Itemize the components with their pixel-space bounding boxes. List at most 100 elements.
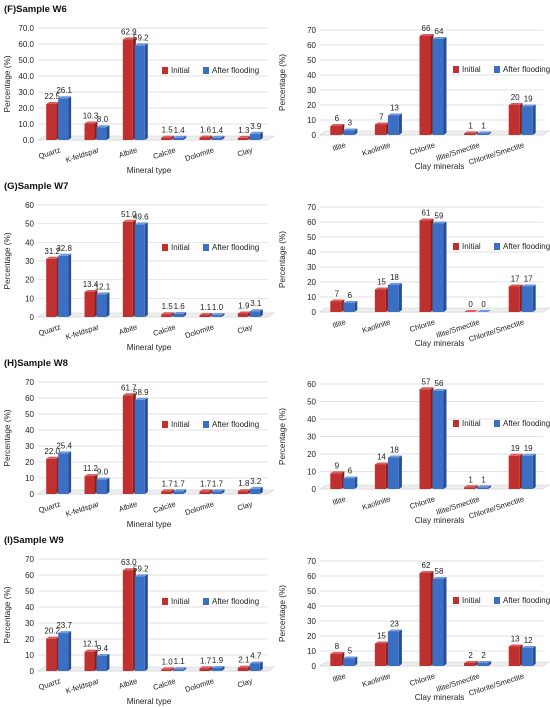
legend-label-after-flooding: After flooding bbox=[503, 242, 550, 251]
x-tick-label: Dolomite bbox=[184, 499, 215, 517]
y-axis-label: Percentage (%) bbox=[3, 232, 12, 289]
bar-after-flooding-top bbox=[249, 131, 263, 134]
bar-after-flooding bbox=[432, 39, 444, 135]
bar-initial-top bbox=[161, 135, 175, 138]
x-tick-label: Calcite bbox=[152, 145, 177, 161]
bar-initial bbox=[330, 473, 342, 489]
bar-after-flooding-top bbox=[343, 656, 358, 659]
y-tick-label: 30 bbox=[25, 619, 34, 628]
bar-after-flooding bbox=[58, 98, 69, 140]
legend-swatch-after-flooding bbox=[203, 244, 209, 251]
bar-after-flooding-side bbox=[532, 453, 536, 489]
x-tick-label: Albite bbox=[118, 322, 139, 336]
bar-after-flooding-side bbox=[106, 477, 110, 494]
bar-after-flooding bbox=[521, 286, 533, 312]
bar-after-flooding-top bbox=[211, 313, 225, 316]
x-tick-label: Albite bbox=[118, 676, 139, 690]
bar-after-flooding-side bbox=[183, 667, 187, 671]
bar-after-flooding-top bbox=[211, 489, 225, 492]
legend-label-after-flooding: After flooding bbox=[503, 419, 550, 428]
bar-after-flooding bbox=[211, 137, 222, 140]
legend-swatch-after-flooding bbox=[494, 597, 500, 604]
y-tick-label: 40.0 bbox=[18, 72, 34, 81]
legend-swatch-initial bbox=[162, 598, 168, 605]
bar-after-flooding-side bbox=[488, 661, 492, 666]
bar-after-flooding-side bbox=[532, 104, 536, 135]
y-tick-label: 50 bbox=[25, 410, 34, 419]
data-label: 51.0 bbox=[121, 210, 137, 219]
y-axis-label: Percentage (%) bbox=[278, 408, 287, 465]
chart-svg: 0 10 20 30 40 50 60 70 Percentage (%) 7 6 Illite 15 1… bbox=[278, 203, 550, 348]
bar-after-flooding bbox=[211, 667, 222, 671]
y-tick-label: 60 bbox=[25, 571, 34, 580]
bar-after-flooding-side bbox=[144, 574, 148, 671]
data-label: 17 bbox=[511, 275, 520, 284]
data-label: 58.9 bbox=[133, 388, 149, 397]
bar-after-flooding-top bbox=[432, 389, 447, 391]
data-label: 6 bbox=[335, 114, 340, 123]
legend-label-initial: Initial bbox=[462, 242, 481, 251]
bar-initial-top bbox=[199, 135, 213, 138]
chart-title: (F)Sample W6 bbox=[4, 4, 67, 15]
bar-initial-side bbox=[475, 485, 479, 489]
bar-after-flooding bbox=[432, 391, 444, 489]
bar-after-flooding-top bbox=[58, 451, 72, 454]
data-label: 56 bbox=[435, 379, 444, 388]
legend-label-after-flooding: After flooding bbox=[503, 596, 550, 605]
bar-after-flooding-side bbox=[398, 113, 402, 135]
bar-after-flooding-side bbox=[259, 486, 263, 494]
bar-after-flooding bbox=[249, 133, 260, 140]
bar-after-flooding-top bbox=[173, 667, 187, 670]
x-tick-label: Albite bbox=[118, 499, 139, 513]
data-label: 26.1 bbox=[56, 86, 72, 95]
y-tick-label: 30 bbox=[307, 433, 316, 442]
data-label: 1.4 bbox=[212, 126, 224, 135]
bar-after-flooding bbox=[96, 294, 107, 317]
bar-initial bbox=[419, 220, 431, 312]
bar-after-flooding bbox=[387, 457, 399, 489]
bar-after-flooding-top bbox=[249, 486, 263, 489]
bar-after-flooding bbox=[249, 311, 260, 317]
bar-initial-top bbox=[419, 34, 434, 36]
bar-after-flooding-side bbox=[106, 292, 110, 317]
y-tick-label: 20.0 bbox=[18, 104, 34, 113]
y-tick-label: 50 bbox=[25, 587, 34, 596]
data-label: 1.7 bbox=[162, 479, 174, 488]
bar-after-flooding bbox=[477, 487, 489, 489]
bar-initial bbox=[374, 289, 386, 312]
data-label: 1.0 bbox=[212, 303, 224, 312]
x-tick-label: Clay bbox=[236, 322, 253, 335]
bar-after-flooding-top bbox=[521, 104, 536, 107]
x-tick-label: Chlorite bbox=[408, 140, 436, 157]
legend-swatch-initial bbox=[162, 421, 168, 428]
data-label: 2 bbox=[468, 651, 473, 660]
data-label: 1 bbox=[481, 475, 486, 484]
y-axis-label: Percentage (%) bbox=[3, 586, 12, 643]
bar-initial-side bbox=[475, 131, 479, 135]
data-label: 59.2 bbox=[133, 33, 149, 42]
bar-after-flooding-top bbox=[211, 665, 225, 668]
bar-after-flooding-top bbox=[173, 312, 187, 315]
data-label: 19 bbox=[524, 95, 533, 104]
bar-initial-top bbox=[419, 218, 434, 221]
data-label: 10.3 bbox=[83, 112, 99, 121]
y-tick-label: 0 bbox=[312, 131, 317, 140]
y-tick-label: 10 bbox=[307, 293, 316, 302]
y-tick-label: 40 bbox=[25, 426, 34, 435]
data-label: 62.9 bbox=[121, 27, 137, 36]
bar-initial-top bbox=[46, 256, 60, 259]
chart-panel-g-mineral: (G)Sample W7 0 10 20 30 40 50 60 Percentage (%) 3… bbox=[0, 177, 275, 354]
bar-initial bbox=[508, 286, 520, 312]
y-axis-label: Percentage (%) bbox=[3, 409, 12, 466]
bar-initial bbox=[199, 314, 210, 317]
bar-after-flooding-side bbox=[221, 665, 225, 671]
data-label: 59.2 bbox=[133, 564, 149, 573]
data-label: 8 bbox=[335, 642, 340, 651]
y-tick-label: 60 bbox=[25, 201, 34, 210]
data-label: 1 bbox=[468, 475, 473, 484]
y-tick-label: 70 bbox=[25, 555, 34, 564]
y-tick-label: 40 bbox=[25, 603, 34, 612]
x-axis-label: Mineral type bbox=[127, 697, 172, 706]
chart-svg: 0 10 20 30 40 50 60 Percentage (%) 96 Illite 14 18 K… bbox=[278, 377, 550, 525]
data-label: 1.7 bbox=[200, 479, 212, 488]
